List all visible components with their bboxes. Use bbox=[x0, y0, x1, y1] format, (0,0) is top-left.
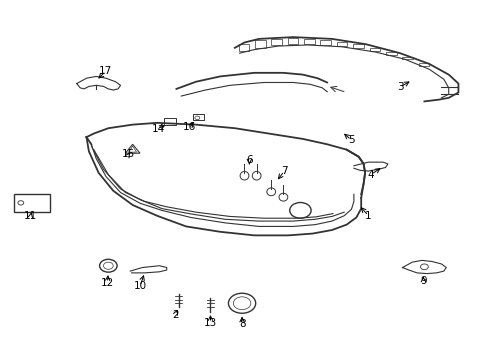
Text: 15: 15 bbox=[122, 149, 135, 159]
Bar bbox=[352, 44, 363, 48]
Bar bbox=[402, 57, 412, 59]
Text: 16: 16 bbox=[183, 122, 196, 132]
Text: 5: 5 bbox=[347, 135, 354, 145]
Text: 7: 7 bbox=[281, 166, 287, 176]
Text: 13: 13 bbox=[203, 318, 217, 328]
Bar bbox=[320, 40, 330, 45]
Bar bbox=[304, 39, 314, 44]
Bar bbox=[287, 38, 298, 44]
Text: 9: 9 bbox=[419, 276, 426, 286]
Bar bbox=[255, 40, 265, 48]
Text: 3: 3 bbox=[396, 82, 403, 92]
Text: 14: 14 bbox=[151, 124, 164, 134]
Bar bbox=[14, 194, 50, 212]
Text: 6: 6 bbox=[245, 156, 252, 165]
Bar bbox=[336, 42, 347, 46]
Text: 11: 11 bbox=[24, 211, 37, 221]
Bar bbox=[193, 114, 203, 120]
Bar bbox=[385, 52, 396, 55]
Text: 2: 2 bbox=[172, 310, 179, 320]
Text: 8: 8 bbox=[238, 319, 245, 329]
Bar bbox=[369, 48, 380, 51]
Bar bbox=[164, 118, 176, 125]
Bar bbox=[418, 63, 428, 66]
Bar bbox=[271, 39, 282, 45]
Text: 10: 10 bbox=[133, 282, 146, 292]
Text: 1: 1 bbox=[365, 211, 371, 221]
Text: 4: 4 bbox=[367, 170, 373, 180]
Text: 17: 17 bbox=[99, 66, 112, 76]
Text: 12: 12 bbox=[101, 278, 114, 288]
Bar bbox=[238, 44, 249, 51]
